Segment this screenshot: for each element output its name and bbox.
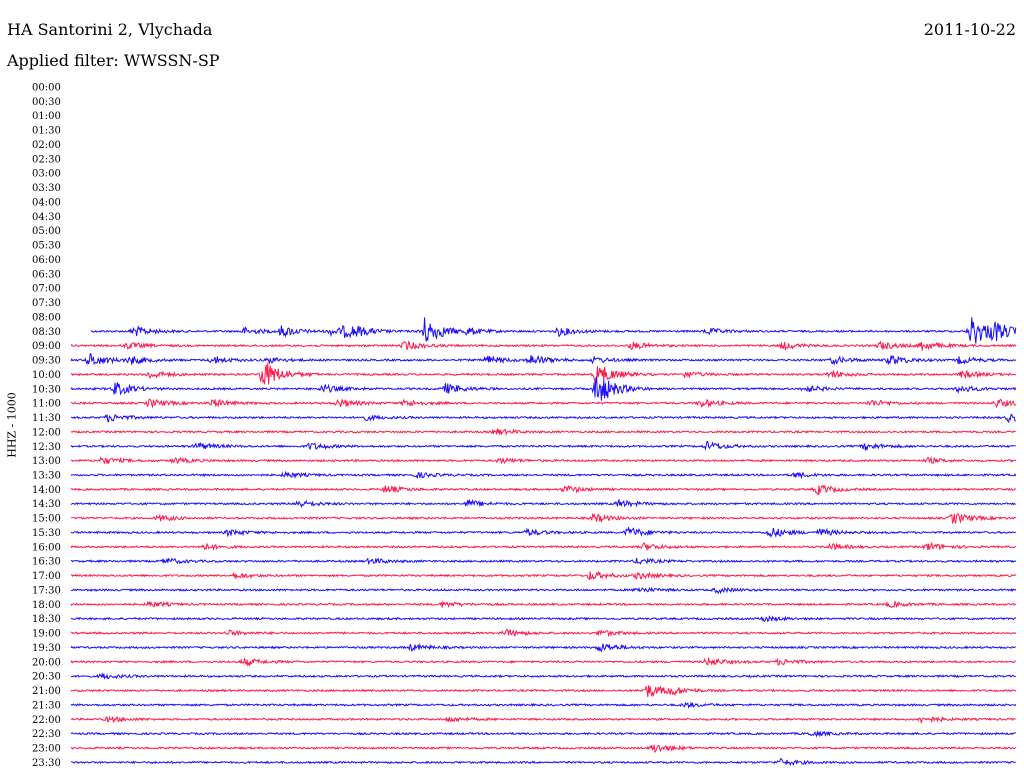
- time-tick-label: 00:30: [32, 97, 61, 108]
- seismic-trace-2330: [70, 757, 1016, 767]
- seismic-trace-1530: [70, 527, 1016, 538]
- time-tick-label: 05:30: [32, 241, 61, 252]
- seismic-trace-1000: [70, 362, 1016, 385]
- time-tick-label: 09:30: [32, 356, 61, 367]
- time-tick-label: 11:00: [32, 399, 61, 410]
- seismic-trace-1730: [70, 586, 1017, 595]
- seismic-trace-0900: [70, 340, 1017, 351]
- time-tick-label: 02:30: [32, 154, 61, 165]
- time-tick-label: 10:00: [32, 370, 61, 381]
- seismic-trace-1130: [70, 413, 1016, 424]
- time-tick-label: 06:00: [32, 255, 61, 266]
- time-tick-label: 01:30: [32, 126, 61, 137]
- seismic-trace-2200: [70, 715, 1016, 724]
- time-tick-label: 12:00: [32, 427, 61, 438]
- seismic-trace-1500: [70, 512, 1017, 525]
- seismic-trace-1700: [70, 570, 1017, 581]
- time-tick-label: 09:00: [32, 341, 61, 352]
- seismic-trace-1900: [70, 628, 1017, 638]
- seismic-trace-2230: [70, 730, 1016, 738]
- station-title: HA Santorini 2, Vlychada: [7, 20, 213, 39]
- time-tick-label: 19:00: [32, 629, 61, 640]
- time-tick-label: 12:30: [32, 442, 61, 453]
- seismic-trace-1600: [70, 541, 1017, 551]
- time-tick-label: 02:00: [32, 140, 61, 151]
- time-tick-label: 03:30: [32, 183, 61, 194]
- time-tick-label: 05:00: [32, 226, 61, 237]
- time-tick-label: 04:00: [32, 197, 61, 208]
- time-tick-label: 15:30: [32, 528, 61, 539]
- time-tick-label: 03:00: [32, 169, 61, 180]
- time-tick-label: 17:30: [32, 585, 61, 596]
- time-tick-label: 00:00: [32, 83, 61, 94]
- time-tick-label: 01:00: [32, 111, 61, 122]
- filter-label: Applied filter: WWSSN-SP: [7, 51, 220, 70]
- time-tick-label: 21:00: [32, 686, 61, 697]
- seismic-trace-1630: [70, 557, 1017, 565]
- time-tick-label: 04:30: [32, 212, 61, 223]
- time-tick-label: 16:30: [32, 557, 61, 568]
- time-tick-label: 10:30: [32, 384, 61, 395]
- time-tick-label: 23:00: [32, 744, 61, 755]
- seismic-trace-0830: [90, 317, 1017, 344]
- time-tick-label: 17:00: [32, 571, 61, 582]
- date-label: 2011-10-22: [923, 20, 1016, 39]
- time-tick-label: 11:30: [32, 413, 61, 424]
- seismic-trace-1100: [70, 398, 1017, 409]
- time-tick-label: 20:30: [32, 672, 61, 683]
- time-tick-label: 14:30: [32, 499, 61, 510]
- time-tick-label: 08:00: [32, 312, 61, 323]
- time-tick-label: 19:30: [32, 643, 61, 654]
- time-tick-label: 08:30: [32, 327, 61, 338]
- seismic-trace-1030: [70, 376, 1017, 401]
- seismic-trace-1300: [70, 456, 1017, 465]
- time-tick-label: 22:30: [32, 729, 61, 740]
- seismic-trace-1930: [70, 642, 1017, 653]
- seismic-trace-1430: [70, 498, 1017, 509]
- time-tick-label: 23:30: [32, 758, 61, 769]
- time-tick-label: 16:00: [32, 542, 61, 553]
- seismic-trace-1400: [70, 484, 1016, 496]
- time-tick-label: 13:00: [32, 456, 61, 467]
- time-tick-label: 07:00: [32, 284, 61, 295]
- seismic-trace-1330: [70, 470, 1017, 480]
- seismic-trace-1800: [70, 599, 1017, 609]
- time-tick-label: 15:00: [32, 514, 61, 525]
- seismic-trace-2030: [70, 672, 1017, 680]
- time-tick-label: 20:00: [32, 657, 61, 668]
- time-tick-label: 06:30: [32, 269, 61, 280]
- time-tick-label: 21:30: [32, 700, 61, 711]
- time-tick-label: 14:00: [32, 485, 61, 496]
- time-tick-label: 22:00: [32, 715, 61, 726]
- time-tick-label: 18:00: [32, 600, 61, 611]
- seismic-trace-1830: [70, 615, 1017, 623]
- seismic-trace-1230: [70, 441, 1016, 451]
- seismic-trace-0930: [70, 352, 1017, 366]
- seismic-trace-2300: [70, 744, 1017, 754]
- time-tick-label: 07:30: [32, 298, 61, 309]
- time-tick-label: 18:30: [32, 614, 61, 625]
- seismic-trace-1200: [70, 428, 1016, 437]
- seismic-trace-2000: [70, 657, 1016, 668]
- time-tick-label: 13:30: [32, 470, 61, 481]
- seismic-trace-2130: [70, 701, 1017, 709]
- seismic-trace-2100: [70, 685, 1017, 698]
